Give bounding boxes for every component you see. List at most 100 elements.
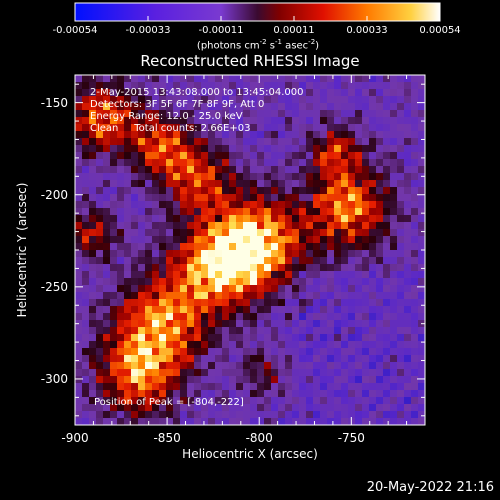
heatmap-cell	[334, 82, 342, 90]
heatmap-cell	[278, 82, 286, 90]
heatmap-cell	[89, 103, 97, 111]
heatmap-cell	[404, 306, 412, 314]
heatmap-cell	[173, 110, 181, 118]
heatmap-cell	[306, 383, 314, 391]
heatmap-cell	[145, 383, 153, 391]
heatmap-cell	[327, 131, 335, 139]
heatmap-cell	[250, 285, 258, 293]
heatmap-cell	[411, 355, 419, 363]
heatmap-cell	[355, 390, 363, 398]
heatmap-cell	[418, 103, 425, 111]
heatmap-cell	[75, 404, 83, 412]
heatmap-cell	[376, 355, 384, 363]
heatmap-cell	[145, 257, 153, 265]
heatmap-cell	[264, 257, 272, 265]
heatmap-cell	[362, 180, 370, 188]
heatmap-cell	[327, 103, 335, 111]
heatmap-cell	[292, 180, 300, 188]
heatmap-cell	[404, 313, 412, 321]
heatmap-cell	[152, 229, 160, 237]
heatmap-cell	[369, 222, 377, 230]
heatmap-cell	[313, 341, 321, 349]
heatmap-cell	[397, 264, 405, 272]
heatmap-cell	[82, 334, 90, 342]
heatmap-cell	[376, 124, 384, 132]
heatmap-cell	[117, 285, 125, 293]
heatmap-cell	[306, 222, 314, 230]
heatmap-cell	[397, 348, 405, 356]
heatmap-cell	[411, 173, 419, 181]
heatmap-cell	[348, 390, 356, 398]
heatmap-cell	[306, 404, 314, 412]
heatmap-cell	[271, 138, 279, 146]
heatmap-cell	[117, 229, 125, 237]
heatmap-cell	[390, 390, 398, 398]
heatmap-cell	[299, 159, 307, 167]
heatmap-cell	[264, 390, 272, 398]
heatmap-cell	[250, 362, 258, 370]
heatmap-cell	[117, 334, 125, 342]
heatmap-cell	[313, 397, 321, 405]
heatmap-cell	[271, 278, 279, 286]
heatmap-cell	[404, 292, 412, 300]
heatmap-cell	[348, 257, 356, 265]
heatmap-cell	[110, 390, 118, 398]
heatmap-cell	[236, 334, 244, 342]
heatmap-cell	[243, 131, 251, 139]
heatmap-cell	[383, 334, 391, 342]
heatmap-cell	[243, 166, 251, 174]
heatmap-cell	[383, 236, 391, 244]
heatmap-cell	[257, 411, 265, 419]
heatmap-cell	[89, 327, 97, 335]
heatmap-cell	[145, 96, 153, 104]
heatmap-cell	[306, 292, 314, 300]
heatmap-cell	[215, 341, 223, 349]
heatmap-cell	[131, 292, 139, 300]
heatmap-cell	[418, 75, 425, 83]
heatmap-cell	[103, 82, 111, 90]
heatmap-cell	[292, 306, 300, 314]
heatmap-cell	[243, 145, 251, 153]
heatmap-cell	[341, 362, 349, 370]
heatmap-cell	[145, 264, 153, 272]
heatmap-cell	[320, 257, 328, 265]
heatmap-cell	[89, 159, 97, 167]
heatmap-cell	[215, 110, 223, 118]
heatmap-cell	[124, 187, 132, 195]
heatmap-cell	[404, 369, 412, 377]
heatmap-cell	[201, 320, 209, 328]
heatmap-cell	[397, 243, 405, 251]
heatmap-cell	[369, 138, 377, 146]
heatmap-cell	[306, 215, 314, 223]
heatmap-cell	[341, 180, 349, 188]
heatmap-cell	[222, 320, 230, 328]
heatmap-cell	[404, 124, 412, 132]
heatmap-cell	[292, 222, 300, 230]
heatmap-cell	[257, 75, 265, 83]
heatmap-cell	[96, 376, 104, 384]
heatmap-cell	[299, 341, 307, 349]
heatmap-cell	[201, 110, 209, 118]
heatmap-cell	[131, 124, 139, 132]
heatmap-cell	[208, 264, 216, 272]
heatmap-cell	[271, 306, 279, 314]
heatmap-cell	[173, 187, 181, 195]
heatmap-cell	[103, 404, 111, 412]
heatmap-cell	[355, 327, 363, 335]
heatmap-cell	[292, 166, 300, 174]
heatmap-cell	[138, 341, 146, 349]
heatmap-cell	[215, 362, 223, 370]
heatmap-cell	[208, 390, 216, 398]
heatmap-cell	[138, 390, 146, 398]
heatmap-cell	[194, 145, 202, 153]
heatmap-cell	[299, 152, 307, 160]
heatmap-cell	[313, 103, 321, 111]
heatmap-cell	[397, 117, 405, 125]
heatmap-cell	[152, 397, 160, 405]
heatmap-cell	[334, 173, 342, 181]
heatmap-cell	[103, 390, 111, 398]
heatmap-cell	[75, 250, 83, 258]
heatmap-cell	[250, 355, 258, 363]
heatmap-cell	[362, 355, 370, 363]
heatmap-cell	[278, 152, 286, 160]
